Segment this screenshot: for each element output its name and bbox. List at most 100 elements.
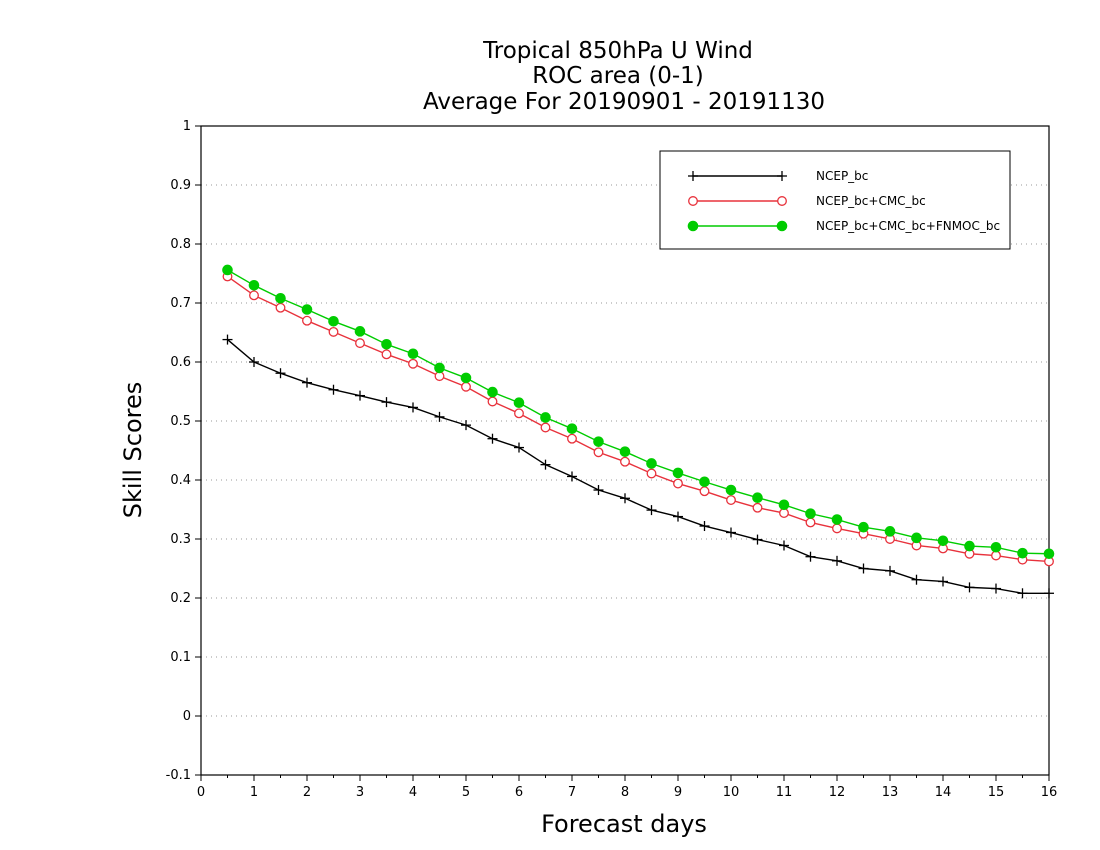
x-tick-label: 6 (515, 785, 523, 800)
data-point (673, 511, 683, 522)
data-point (832, 555, 842, 566)
x-tick-label: 15 (988, 785, 1005, 800)
series-1 (222, 271, 1054, 567)
series-line (227, 339, 1049, 594)
x-tick-label: 4 (409, 785, 417, 800)
data-point (779, 540, 789, 551)
legend-marker (688, 196, 698, 206)
data-point (328, 315, 339, 327)
data-point (911, 574, 922, 585)
x-tick-label: 2 (303, 785, 311, 800)
data-point (884, 526, 896, 537)
data-point (673, 478, 683, 489)
data-point (805, 517, 816, 528)
chart-title-line-2: ROC area (0-1) (532, 63, 704, 89)
data-point (461, 381, 471, 392)
y-tick-label: 0.2 (170, 591, 191, 606)
data-point (328, 326, 339, 337)
data-point (778, 499, 790, 511)
x-tick-label: 0 (197, 785, 205, 800)
data-point (699, 486, 710, 497)
data-point (567, 433, 577, 444)
data-point (593, 436, 604, 447)
data-point (699, 476, 710, 488)
data-point (964, 582, 975, 593)
data-point (514, 408, 524, 419)
data-point (222, 264, 233, 276)
data-point (275, 302, 286, 313)
legend-label: NCEP_bc (816, 169, 868, 183)
y-tick-label: 0.4 (170, 473, 191, 488)
data-point (355, 390, 365, 401)
data-point (831, 514, 843, 525)
data-point (1043, 548, 1055, 560)
x-tick-label: 13 (882, 785, 899, 800)
x-tick-label: 8 (621, 785, 629, 800)
data-point (275, 292, 286, 304)
legend-marker (688, 171, 698, 181)
data-point (646, 505, 657, 516)
data-point (990, 541, 1002, 553)
y-axis-label: Skill Scores (119, 382, 147, 519)
data-point (434, 362, 445, 374)
data-point (672, 467, 684, 479)
data-point (460, 372, 472, 384)
y-tick-label: 1 (183, 119, 191, 134)
legend-label: NCEP_bc+CMC_bc+FNMOC_bc (816, 219, 1000, 233)
data-point (752, 534, 763, 545)
data-point (301, 304, 313, 315)
data-point (593, 485, 604, 496)
series-2 (222, 264, 1055, 560)
data-point (407, 348, 419, 360)
x-tick-label: 1 (250, 785, 258, 800)
data-point (222, 334, 233, 345)
legend: NCEP_bc NCEP_bc+CMC_bc NCEP_bc+CMC_bc+FNMO… (659, 150, 1011, 250)
data-point (540, 459, 551, 470)
legend-marker (687, 220, 699, 232)
data-point (964, 540, 975, 552)
data-point (354, 326, 366, 337)
x-tick-label: 10 (723, 785, 740, 800)
data-point (514, 442, 524, 453)
data-point (1044, 588, 1054, 599)
data-point (408, 358, 418, 369)
chart-title-line-1: Tropical 850hPa U Wind (482, 38, 753, 64)
chart-title-line-3: Average For 20190901 - 20191130 (423, 89, 825, 115)
data-point (937, 535, 949, 547)
x-tick-label: 16 (1041, 785, 1058, 800)
data-point (487, 433, 498, 444)
y-tick-label: 0.3 (170, 532, 191, 547)
data-point (911, 532, 922, 544)
data-point (620, 493, 630, 504)
y-tick-label: 0.9 (170, 178, 191, 193)
data-point (381, 339, 392, 350)
x-tick-label: 14 (935, 785, 952, 800)
data-point (566, 423, 578, 434)
data-point (991, 583, 1001, 594)
data-point (487, 386, 498, 398)
data-point (540, 422, 551, 433)
data-point (513, 397, 525, 409)
data-point (938, 576, 948, 587)
data-point (249, 357, 259, 367)
legend-label: NCEP_bc+CMC_bc (816, 194, 926, 208)
y-tick-label: 0.7 (170, 296, 191, 311)
data-point (355, 338, 365, 349)
data-point (726, 495, 736, 506)
series-layer (222, 264, 1055, 599)
data-point (381, 349, 392, 360)
x-tick-label: 9 (674, 785, 682, 800)
y-tick-label: 0.6 (170, 355, 191, 370)
y-tick-label: 0.8 (170, 237, 191, 252)
data-point (725, 484, 737, 496)
data-point (328, 384, 339, 395)
axes: -0.100.10.20.30.40.50.60.70.80.910 1 2 3 4 5 6… (166, 119, 1058, 800)
data-point (593, 447, 604, 458)
data-point (381, 397, 392, 408)
data-point (434, 411, 445, 422)
data-point (1017, 547, 1028, 559)
data-point (699, 521, 710, 532)
data-point (620, 456, 630, 467)
